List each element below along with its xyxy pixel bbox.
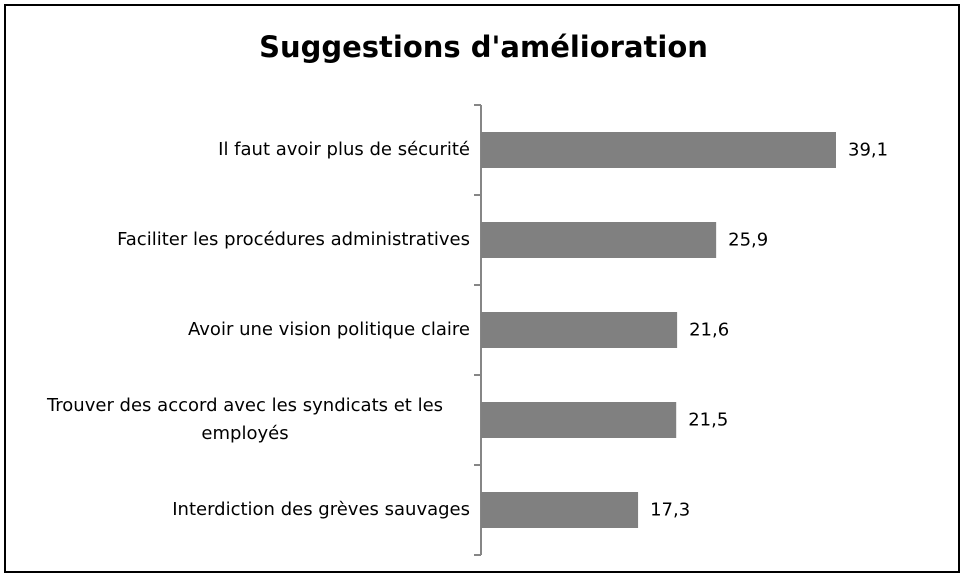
category-label-text: Faciliter les procédures administratives [117, 229, 470, 250]
value-label: 25,9 [728, 230, 768, 251]
value-label-text: 25,9 [728, 229, 769, 251]
category-label: Il faut avoir plus de sécurité [218, 136, 470, 164]
bar [481, 402, 677, 438]
value-label: 39,1 [848, 140, 888, 161]
value-label: 21,6 [689, 320, 729, 341]
category-label-text: Trouver des accord avec les syndicats et… [46, 395, 444, 444]
category-label-text: Interdiction des grèves sauvages [172, 499, 470, 520]
category-label-text: Avoir une vision politique claire [188, 319, 470, 340]
value-label-text: 21,5 [688, 409, 729, 431]
category-label-text: Il faut avoir plus de sécurité [218, 139, 470, 160]
value-label-text: 21,6 [689, 319, 730, 341]
category-label: Faciliter les procédures administratives [117, 226, 470, 254]
value-label: 17,3 [650, 500, 690, 521]
category-label: Trouver des accord avec les syndicats et… [20, 392, 470, 448]
bar [481, 492, 639, 528]
bar [481, 312, 678, 348]
category-label: Interdiction des grèves sauvages [172, 496, 470, 524]
bar [481, 222, 717, 258]
value-label: 21,5 [688, 410, 728, 431]
chart-title: Suggestions d'amélioration [259, 30, 708, 64]
value-label-text: 39,1 [848, 139, 889, 161]
chart-frame [4, 4, 960, 573]
value-label-text: 17,3 [650, 499, 691, 521]
bar [481, 132, 836, 168]
category-label: Avoir une vision politique claire [188, 316, 470, 344]
